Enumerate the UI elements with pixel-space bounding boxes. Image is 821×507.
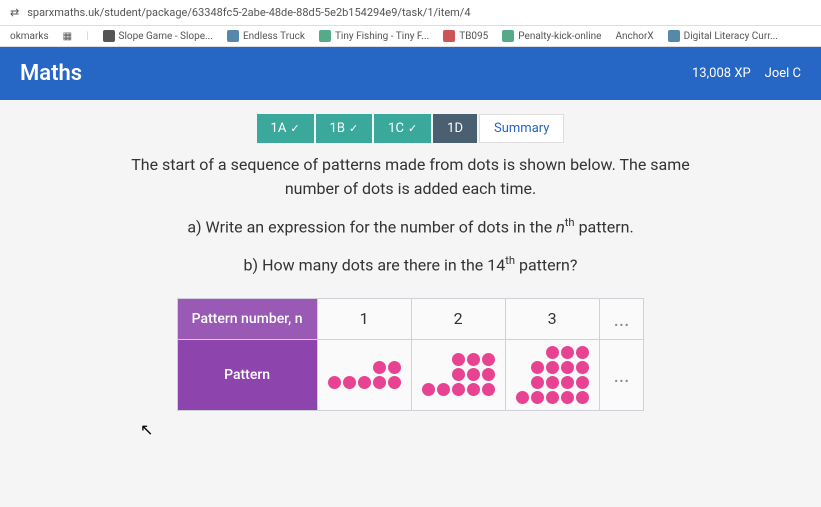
task-tabs: 1A✓ 1B✓ 1C✓ 1D Summary — [30, 114, 791, 143]
check-icon: ✓ — [290, 122, 299, 135]
app-title: Maths — [20, 61, 82, 86]
tab-1b[interactable]: 1B✓ — [316, 114, 373, 143]
app-header: Maths 13,008 XP Joel C — [0, 47, 821, 100]
pattern-table: Pattern number, n 1 2 3 ... Pattern — [177, 298, 645, 411]
question-a: a) Write an expression for the number of… — [91, 215, 731, 239]
table-col-3: 3 — [505, 298, 599, 339]
user-name[interactable]: Joel C — [765, 66, 801, 81]
site-icon: ⇄ — [10, 6, 19, 19]
tab-1a[interactable]: 1A✓ — [257, 114, 314, 143]
bookmark-icon — [443, 30, 455, 42]
table-col-1: 1 — [317, 298, 411, 339]
pattern-1 — [317, 339, 411, 410]
bookmark-item[interactable]: Slope Game - Slope... — [103, 30, 213, 42]
content-area: 1A✓ 1B✓ 1C✓ 1D Summary The start of a se… — [0, 100, 821, 425]
bookmarks-label: okmarks — [10, 31, 49, 42]
bookmark-icon — [502, 30, 514, 42]
bookmarks-bar: okmarks ▦ | Slope Game - Slope... Endles… — [0, 26, 821, 47]
table-ellipsis: ... — [599, 339, 644, 410]
bookmark-item[interactable]: Endless Truck — [227, 30, 305, 42]
app-header-right: 13,008 XP Joel C — [692, 66, 801, 81]
problem-text: The start of a sequence of patterns made… — [91, 153, 731, 278]
url-text[interactable]: sparxmaths.uk/student/package/63348fc5-2… — [27, 6, 470, 19]
bookmark-item[interactable]: Digital Literacy Curr... — [668, 30, 778, 42]
table-ellipsis: ... — [599, 298, 644, 339]
intro-line1: The start of a sequence of patterns made… — [131, 155, 690, 174]
bookmark-item[interactable]: TB095 — [443, 30, 488, 42]
bookmark-item[interactable]: Tiny Fishing - Tiny F... — [319, 30, 429, 42]
question-b: b) How many dots are there in the 14th p… — [91, 253, 731, 277]
table-col-2: 2 — [411, 298, 505, 339]
tab-summary[interactable]: Summary — [479, 114, 564, 143]
intro-line2: number of dots is added each time. — [285, 179, 536, 198]
bookmark-item[interactable]: AnchorX — [616, 31, 654, 42]
xp-counter: 13,008 XP — [692, 66, 751, 81]
tab-1c[interactable]: 1C✓ — [374, 114, 431, 143]
tab-1d[interactable]: 1D — [433, 114, 477, 143]
pattern-2 — [411, 339, 505, 410]
url-bar: ⇄ sparxmaths.uk/student/package/63348fc5… — [0, 0, 821, 26]
check-icon: ✓ — [408, 122, 417, 135]
bookmark-icon — [103, 30, 115, 42]
check-icon: ✓ — [349, 122, 358, 135]
bookmark-icon — [227, 30, 239, 42]
bookmark-icon — [668, 30, 680, 42]
table-row-label: Pattern — [177, 339, 317, 410]
table-header-label: Pattern number, n — [177, 298, 317, 339]
bookmark-item[interactable]: Penalty-kick-online — [502, 30, 601, 42]
pattern-3 — [505, 339, 599, 410]
bookmark-icon — [319, 30, 331, 42]
apps-icon[interactable]: ▦ — [63, 31, 72, 42]
